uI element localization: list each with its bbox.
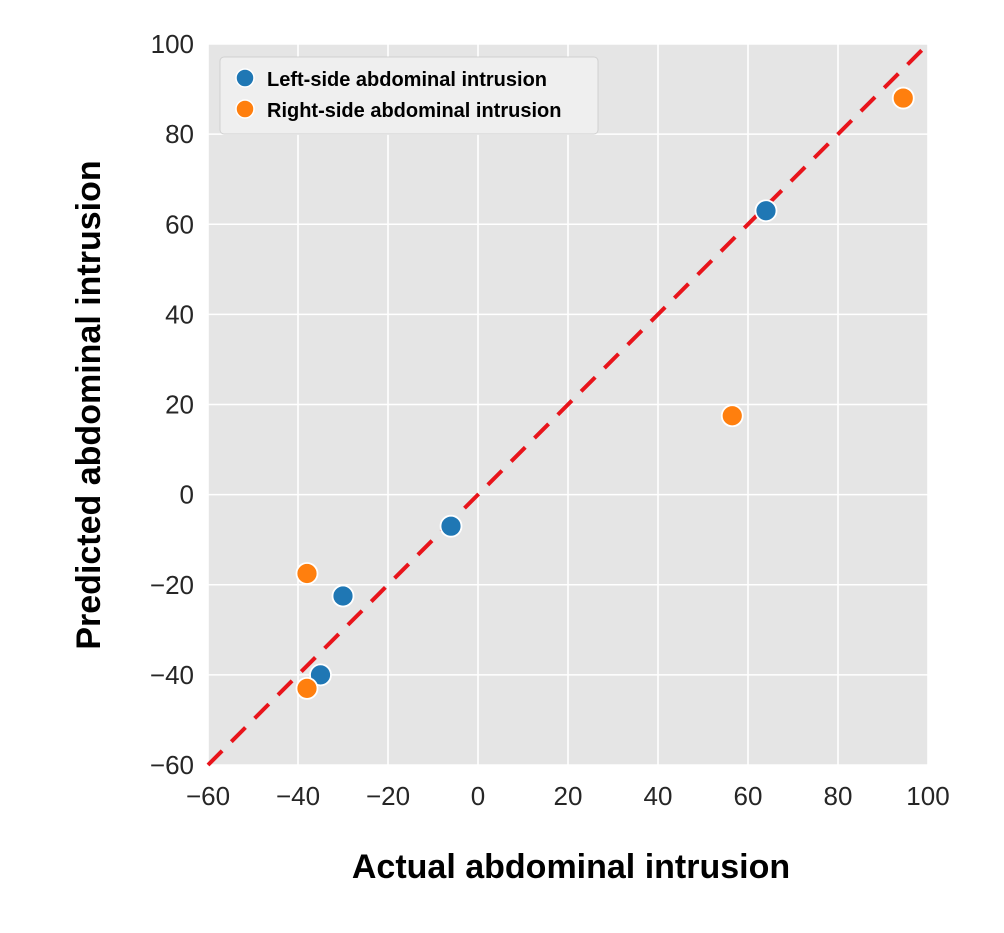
y-tick-label: −20 (150, 570, 194, 600)
y-tick-label: 40 (165, 299, 194, 329)
x-tick-label: 60 (734, 781, 763, 811)
identity-reference-line (206, 42, 930, 767)
legend-marker-left (235, 68, 255, 88)
y-tick-label: 100 (151, 29, 194, 59)
x-tick-label: −40 (276, 781, 320, 811)
x-axis-ticks: −60 −40 −20 0 20 40 60 80 100 (186, 781, 950, 811)
x-tick-label: −20 (366, 781, 410, 811)
legend: Left-side abdominal intrusion Right-side… (219, 56, 599, 135)
point-left-side (309, 663, 332, 687)
y-tick-label: 0 (180, 480, 194, 510)
y-tick-label: −60 (150, 750, 194, 780)
y-tick-label: 20 (165, 390, 194, 420)
point-left-side (331, 584, 355, 608)
y-tick-label: 80 (165, 119, 194, 149)
data-points (295, 86, 915, 700)
point-right-side (720, 404, 744, 428)
y-axis-title: Predicted abdominal intrusion (70, 160, 108, 649)
x-tick-label: 80 (824, 781, 853, 811)
x-tick-label: 20 (554, 781, 583, 811)
x-axis-title: Actual abdominal intrusion (352, 848, 790, 886)
reference-line-group (206, 42, 930, 767)
point-left-side (439, 514, 463, 538)
x-tick-label: 40 (644, 781, 673, 811)
y-axis-ticks: −60 −40 −20 0 20 40 60 80 100 (150, 29, 194, 780)
x-tick-label: 0 (471, 781, 485, 811)
x-tick-label: 100 (906, 781, 949, 811)
point-right-side (891, 86, 915, 110)
legend-label-left: Left-side abdominal intrusion (267, 69, 547, 91)
legend-label-right: Right-side abdominal intrusion (267, 100, 561, 122)
point-right-side (295, 562, 319, 585)
point-right-side (295, 676, 319, 700)
point-left-side (754, 199, 778, 223)
x-tick-label: −60 (186, 781, 230, 811)
legend-box (219, 56, 599, 135)
legend-marker-right (235, 99, 255, 119)
y-tick-label: 60 (165, 209, 194, 239)
y-tick-label: −40 (150, 660, 194, 690)
